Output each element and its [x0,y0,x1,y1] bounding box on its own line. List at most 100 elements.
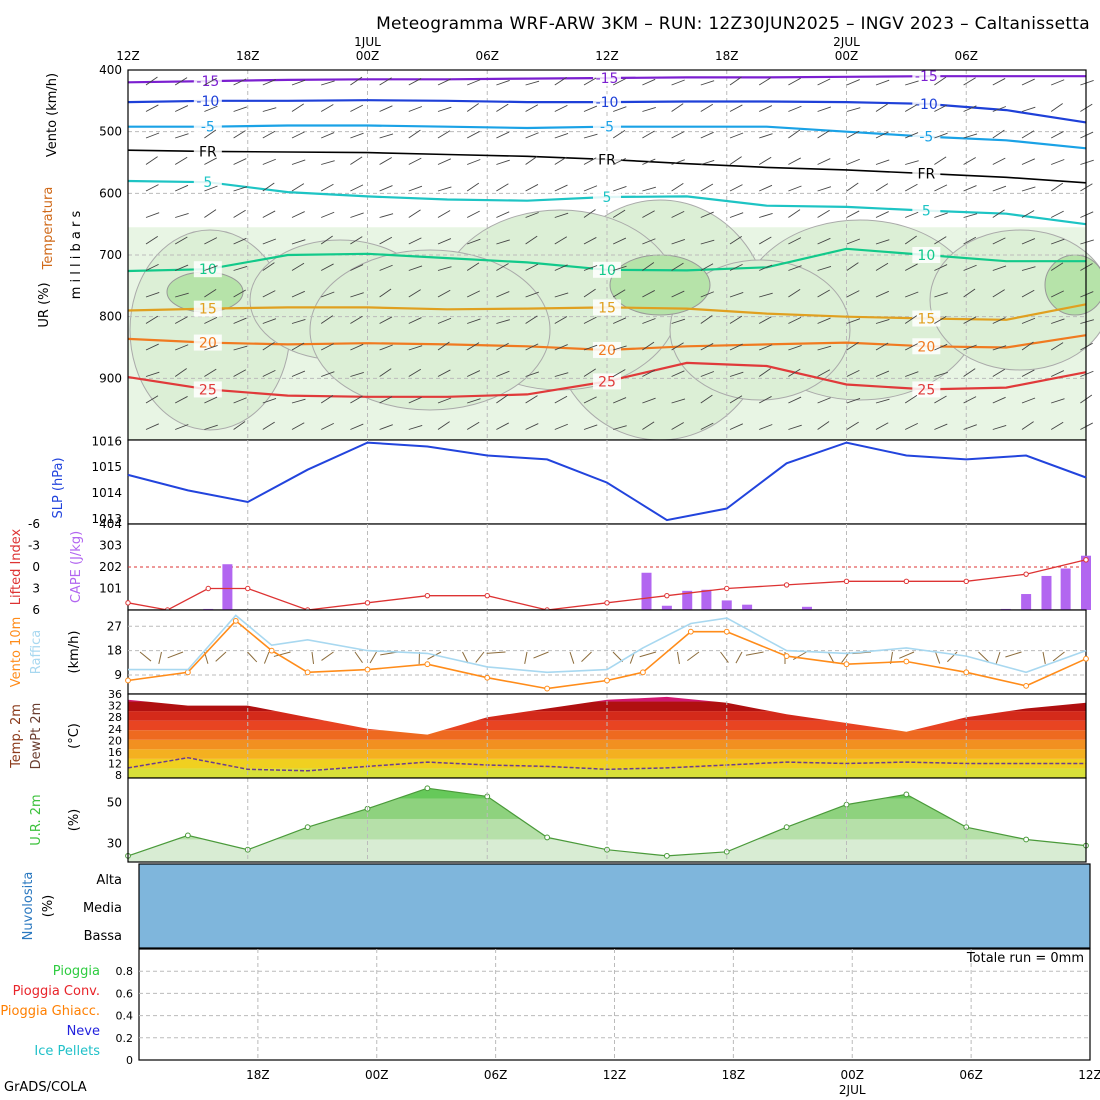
isotherm-label: FR [199,144,217,160]
wind-barb [583,396,597,404]
top-date-label: 2JUL [833,35,860,49]
wind-barb [1021,289,1035,298]
wind-barb [466,131,480,139]
rh-units-label: (%) [67,809,82,832]
wind-barb [729,292,744,298]
wind-barb [934,236,947,245]
wind-speed-point [125,677,131,684]
wind-barb [466,210,480,218]
wind-barb [671,239,685,245]
wind-barb [788,157,801,165]
wind-barb [904,104,918,112]
wind-barb [1080,239,1094,245]
wind-barb [496,394,509,404]
pressure-tick-label: 600 [99,186,122,200]
rh-point [544,834,551,841]
isotherm-label-bg [593,373,621,390]
wind-barb [905,80,919,86]
wind-barb [934,315,947,324]
wind-barb [496,342,509,351]
lifted-index-point [664,592,670,599]
precip-legend-label: Pioggia Conv. [13,984,100,999]
isotherm-label: 20 [917,339,935,355]
wind-direction-arrow [311,651,315,665]
wind-barb [145,263,159,271]
cape-bar [1060,568,1071,610]
wind-barb [963,105,977,112]
wind-direction-arrow [735,651,743,664]
wind-barb [613,265,627,271]
wind-barb [379,185,393,192]
wind-direction-arrow [687,651,700,662]
wind-barb [1080,80,1094,86]
precip-tick-label: 0.2 [116,1032,134,1045]
temperature-units-label: (°C) [67,723,82,749]
wind-barb [554,423,568,430]
wind-barb [642,262,655,271]
wind-barb [759,264,773,271]
wind-barb [204,77,217,86]
isotherm-label: 5 [603,190,612,206]
wind-barb [437,186,452,192]
wind-barb [291,239,306,245]
wind-barb [496,263,509,271]
humidity-area-6 [309,249,551,411]
gust-axis-label: Raffica [29,630,44,674]
wind-barb [437,341,450,351]
wind-barb [204,129,217,139]
wind-barb [759,424,773,430]
wind-barb [496,211,510,218]
wind-barb [817,130,830,139]
pressure-tick-label: 400 [99,63,122,77]
wind-speed-point [424,661,431,668]
wind-direction-arrow [978,651,989,662]
isotherm-label-bg [912,338,941,355]
wind-speed-point [544,685,551,692]
wind-barb [934,212,948,218]
wind-barb [437,210,451,218]
wind-barb [408,78,422,86]
wind-barb [875,79,890,86]
cape-axis-label: CAPE (J/kg) [69,531,84,603]
wind-barb [145,371,160,377]
wind-barb [1080,131,1094,139]
wind-barb [233,106,247,112]
wind-barb [1051,290,1064,298]
bottom-time-tick-label: 00Z [365,1068,389,1082]
wind-barb [262,262,275,271]
wind-barb [466,342,480,351]
isotherm-label-bg [193,381,222,398]
temperature-tick-label: 24 [108,723,122,736]
wind-barb [934,156,947,165]
top-time-tick-label: 06Z [476,49,500,63]
wind-barb [379,396,393,404]
wind-barb [613,425,627,430]
wind-barb [350,76,363,86]
isotherm-label-bg [912,95,941,112]
isotherm-label: FR [917,167,935,183]
wind-barb [583,237,597,245]
lifted-index-point [205,585,211,592]
wind-barb [613,106,627,112]
isotherm-label-bg [912,68,941,85]
wind-barb [934,395,947,404]
isotherm-label: 10 [917,248,935,264]
isotherm-label: 25 [199,382,217,398]
temperature-tick-label: 28 [108,711,122,724]
wind-barb [992,317,1006,324]
wind-barb [963,77,976,86]
wind-barb [1021,130,1035,139]
wind-barb [350,212,364,218]
wind-barb [671,422,684,430]
wind-barb [233,158,247,165]
wind-barb [320,235,333,245]
wind-barb [233,421,246,430]
wind-barb [496,131,510,139]
wind-barb [379,368,392,377]
wind-barb [612,369,626,377]
wind-barb [583,316,597,324]
isotherm-label-bg [912,310,941,327]
wind-barb [788,316,802,324]
cape-bar [661,605,672,610]
wind-barb [905,371,919,377]
